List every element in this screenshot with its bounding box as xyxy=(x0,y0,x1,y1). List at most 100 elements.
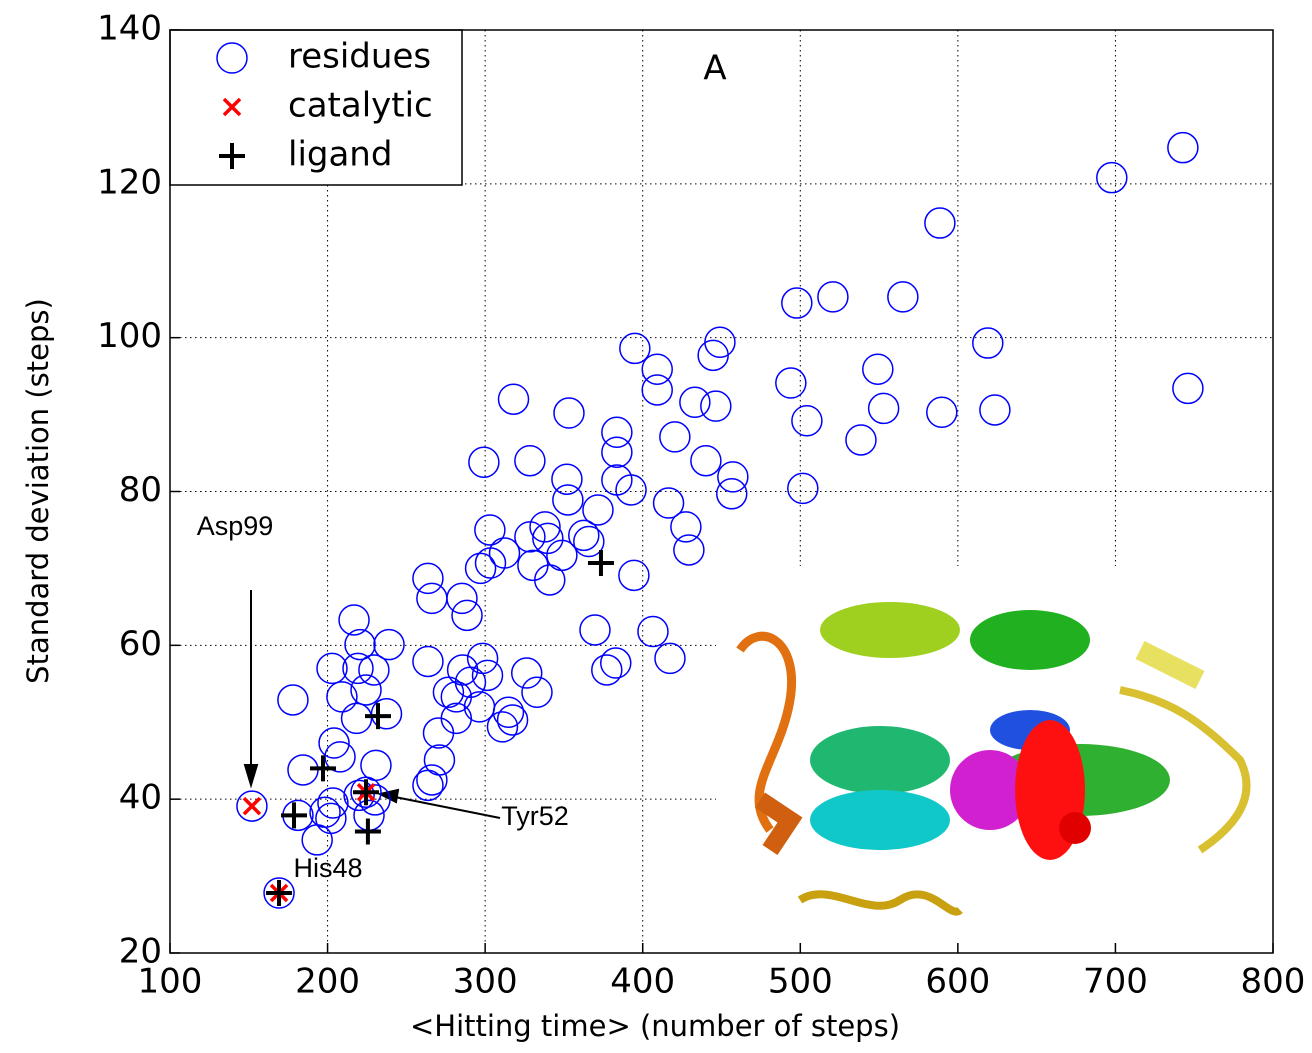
point xyxy=(601,436,633,469)
point xyxy=(697,339,729,372)
y-tick-label: 100 xyxy=(97,316,162,356)
point xyxy=(700,390,732,422)
point xyxy=(601,464,633,496)
point xyxy=(867,392,900,425)
point xyxy=(364,703,391,730)
point xyxy=(615,474,647,506)
point xyxy=(316,652,348,685)
point xyxy=(781,287,813,319)
point xyxy=(887,281,919,313)
point xyxy=(277,684,309,716)
point xyxy=(350,776,382,808)
point xyxy=(412,562,444,595)
point xyxy=(532,522,564,555)
point xyxy=(1167,131,1199,164)
point xyxy=(924,207,956,239)
point xyxy=(422,717,455,749)
point xyxy=(641,353,673,385)
point xyxy=(775,367,807,399)
legend-label: residues xyxy=(288,37,431,77)
legend-marker xyxy=(219,143,245,169)
point xyxy=(317,787,349,819)
point xyxy=(573,525,605,558)
point xyxy=(263,877,295,909)
x-axis-label: <Hitting time> (number of steps) xyxy=(410,1009,900,1043)
point xyxy=(301,824,333,856)
point xyxy=(514,521,546,553)
legend: residues catalytic ligand xyxy=(169,29,463,186)
point xyxy=(787,472,819,505)
point xyxy=(579,614,611,646)
point xyxy=(679,386,711,419)
point xyxy=(529,511,561,543)
point xyxy=(979,394,1011,426)
point xyxy=(1096,161,1128,194)
point xyxy=(318,727,350,759)
annotation: Asp99 xyxy=(197,511,274,541)
protein-structure xyxy=(716,566,1272,952)
point xyxy=(432,676,465,709)
point xyxy=(412,645,444,678)
y-tick-label: 140 xyxy=(97,9,162,49)
point xyxy=(353,779,380,806)
y-tick-label: 40 xyxy=(119,778,162,818)
point xyxy=(659,421,691,453)
point xyxy=(343,779,375,812)
point xyxy=(533,564,566,596)
point xyxy=(451,599,483,632)
y-tick-label: 60 xyxy=(119,624,162,664)
point xyxy=(486,711,519,743)
point xyxy=(862,353,894,385)
y-tick-label: 20 xyxy=(119,932,162,972)
point xyxy=(474,514,506,546)
point xyxy=(587,550,614,577)
point xyxy=(591,654,623,686)
point xyxy=(446,654,479,686)
annotation: Tyr52 xyxy=(501,801,569,831)
point xyxy=(690,444,722,477)
point xyxy=(568,519,600,552)
point xyxy=(350,674,382,706)
point xyxy=(360,749,392,782)
point xyxy=(354,818,381,845)
point xyxy=(817,281,849,313)
point xyxy=(338,604,370,636)
x-tick-label: 600 xyxy=(925,962,990,1002)
point xyxy=(310,755,337,782)
point xyxy=(618,559,650,592)
point xyxy=(440,702,473,735)
point xyxy=(468,446,500,479)
point xyxy=(517,549,549,582)
x-tick-label: 300 xyxy=(453,962,518,1002)
x-tick-label: 800 xyxy=(1241,962,1306,1002)
point xyxy=(474,547,507,579)
point xyxy=(551,463,583,495)
point xyxy=(619,332,651,365)
x-tick-label: 200 xyxy=(295,962,360,1002)
point xyxy=(236,790,268,822)
point xyxy=(673,534,705,566)
point xyxy=(926,396,958,429)
point xyxy=(553,397,585,429)
point xyxy=(670,511,702,543)
point xyxy=(309,796,341,828)
point xyxy=(324,741,356,773)
point xyxy=(440,681,473,713)
point xyxy=(492,696,525,729)
point xyxy=(715,478,748,510)
point xyxy=(654,642,686,675)
y-tick-label: 80 xyxy=(119,470,162,510)
point xyxy=(552,484,584,516)
y-axis-label: Standard deviation (steps) xyxy=(21,298,55,684)
y-tick-label: 120 xyxy=(97,162,162,202)
legend-label: ligand xyxy=(288,135,392,175)
point xyxy=(497,383,530,415)
point xyxy=(496,704,529,736)
point xyxy=(641,374,673,406)
legend-label: catalytic xyxy=(288,86,433,126)
point xyxy=(514,444,546,477)
point xyxy=(600,647,632,679)
point xyxy=(266,880,293,907)
point xyxy=(326,681,358,713)
